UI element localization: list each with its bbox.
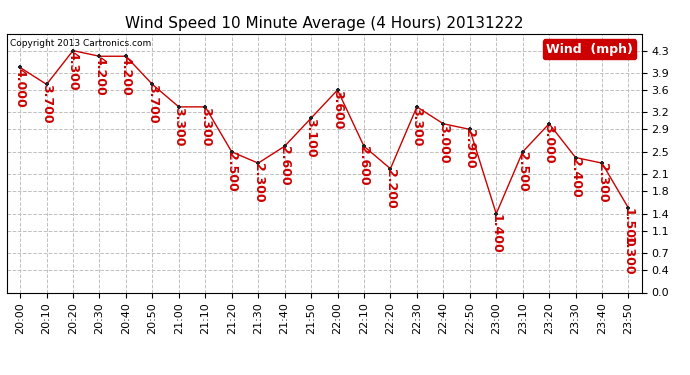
Text: 4.000: 4.000 xyxy=(14,68,27,107)
Point xyxy=(253,160,264,166)
Point xyxy=(623,205,634,211)
Text: 2.400: 2.400 xyxy=(569,158,582,197)
Legend: Wind  (mph): Wind (mph) xyxy=(542,39,636,59)
Text: 2.900: 2.900 xyxy=(463,129,476,169)
Point xyxy=(68,48,79,54)
Text: 2.200: 2.200 xyxy=(384,169,397,208)
Point xyxy=(200,104,211,110)
Text: 3.000: 3.000 xyxy=(542,124,555,164)
Text: 2.300: 2.300 xyxy=(252,163,265,203)
Title: Wind Speed 10 Minute Average (4 Hours) 20131222: Wind Speed 10 Minute Average (4 Hours) 2… xyxy=(125,16,524,31)
Point xyxy=(570,154,581,160)
Text: 2.500: 2.500 xyxy=(225,152,238,192)
Point xyxy=(147,81,158,87)
Text: 1.400: 1.400 xyxy=(490,214,503,254)
Point xyxy=(121,53,132,59)
Point xyxy=(544,121,555,127)
Point xyxy=(464,126,475,132)
Point xyxy=(332,87,343,93)
Text: 3.000: 3.000 xyxy=(437,124,450,164)
Point xyxy=(226,149,237,155)
Point xyxy=(173,104,184,110)
Text: 1.500: 1.500 xyxy=(622,208,635,248)
Text: 2.300: 2.300 xyxy=(595,163,609,203)
Point xyxy=(411,104,422,110)
Point xyxy=(306,115,317,121)
Text: 4.200: 4.200 xyxy=(93,56,106,96)
Text: 3.300: 3.300 xyxy=(172,107,186,146)
Point xyxy=(385,166,396,172)
Point xyxy=(359,143,370,149)
Text: 4.200: 4.200 xyxy=(119,56,132,96)
Point xyxy=(94,53,105,59)
Point xyxy=(14,64,26,70)
Point xyxy=(279,143,290,149)
Text: 3.700: 3.700 xyxy=(40,84,53,124)
Point xyxy=(597,160,608,166)
Text: 4.300: 4.300 xyxy=(66,51,79,90)
Text: 3.100: 3.100 xyxy=(304,118,317,158)
Text: 1.300: 1.300 xyxy=(622,236,635,276)
Text: 3.600: 3.600 xyxy=(331,90,344,129)
Text: 2.600: 2.600 xyxy=(357,146,371,186)
Text: 2.600: 2.600 xyxy=(278,146,291,186)
Text: 3.300: 3.300 xyxy=(411,107,424,146)
Text: 3.300: 3.300 xyxy=(199,107,212,146)
Text: Copyright 2013 Cartronics.com: Copyright 2013 Cartronics.com xyxy=(10,39,151,48)
Point xyxy=(491,211,502,217)
Point xyxy=(518,149,529,155)
Text: 3.700: 3.700 xyxy=(146,84,159,124)
Point xyxy=(438,121,449,127)
Text: 2.500: 2.500 xyxy=(516,152,529,192)
Point xyxy=(41,81,52,87)
